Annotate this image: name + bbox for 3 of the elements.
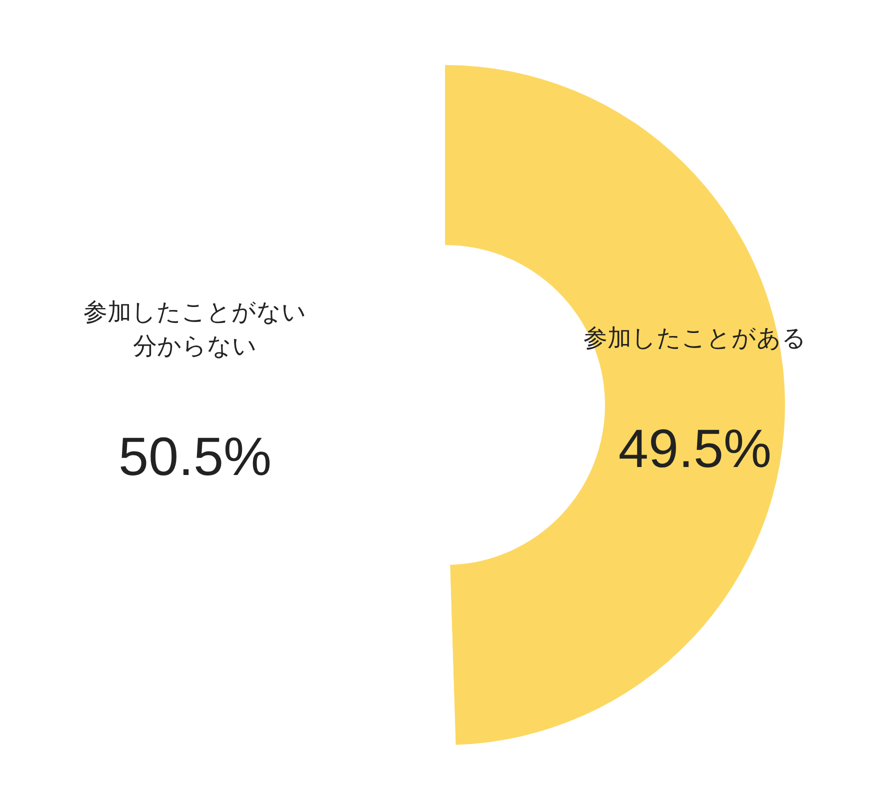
data-label: 50.5% [118, 426, 272, 487]
slice-label: 参加したことがない分からない [84, 298, 307, 360]
data-label: 49.5% [618, 419, 772, 480]
